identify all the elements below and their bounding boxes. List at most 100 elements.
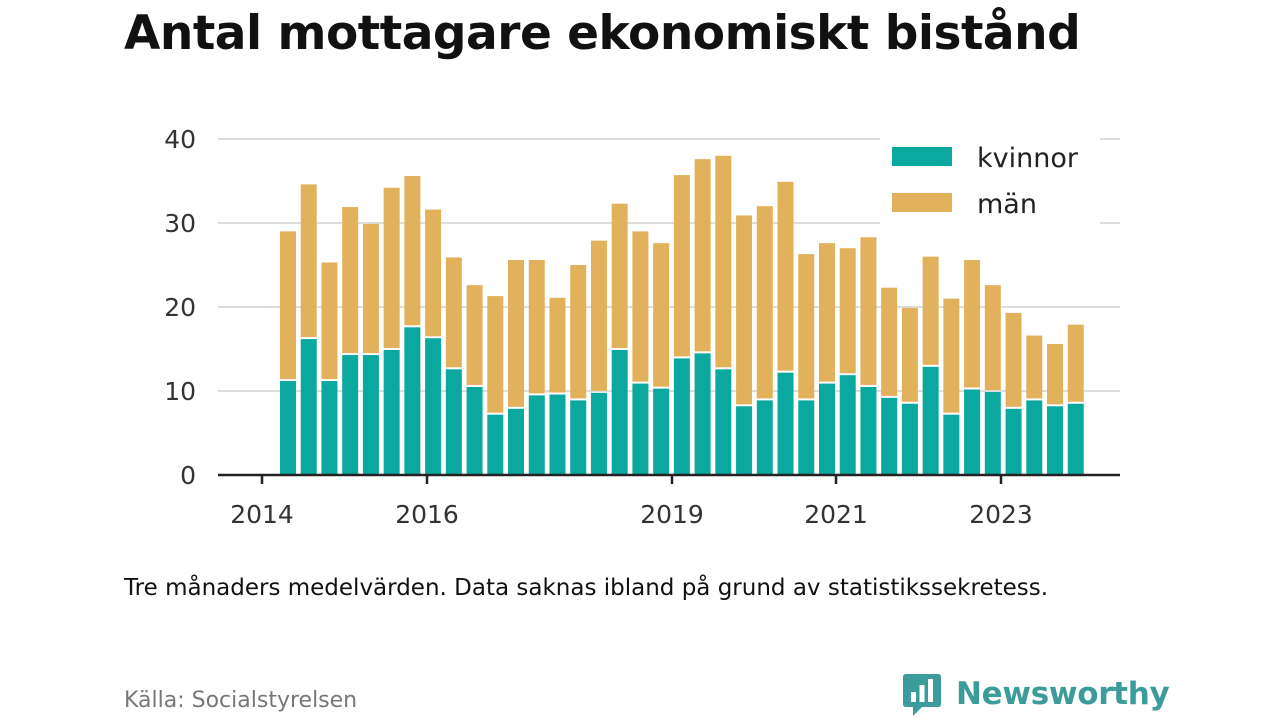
bar-man	[881, 287, 898, 396]
bar-kvinnor	[1005, 408, 1022, 475]
y-tick-label: 10	[164, 377, 196, 406]
bar-kvinnor	[756, 400, 773, 475]
bar-kvinnor	[1026, 400, 1043, 475]
bar-man	[1005, 312, 1022, 407]
bar-man	[818, 243, 835, 382]
bar-man	[300, 184, 317, 338]
bar-man	[321, 262, 338, 380]
bar-man	[798, 254, 815, 399]
bars	[280, 155, 1084, 475]
bar-man	[342, 207, 359, 354]
bar-kvinnor	[404, 327, 421, 475]
bar-kvinnor	[1067, 403, 1084, 475]
brand-name: Newsworthy	[956, 676, 1170, 712]
bar-kvinnor	[818, 383, 835, 475]
bar-kvinnor	[570, 400, 587, 475]
legend-label: män	[977, 189, 1037, 220]
axes: 0 10 20 30 40 2014 2016 2019 2021 2023	[164, 125, 1120, 529]
bar-man	[736, 215, 753, 405]
bar-kvinnor	[466, 386, 483, 475]
bar-man	[756, 206, 773, 399]
y-tick-label: 40	[164, 125, 196, 154]
bar-man	[1026, 335, 1043, 399]
bar-man	[590, 240, 607, 391]
bar-kvinnor	[943, 414, 960, 475]
bar-kvinnor	[839, 375, 856, 475]
bar-man	[508, 259, 525, 407]
bar-kvinnor	[881, 397, 898, 475]
stacked-bar-chart: 0 10 20 30 40 2014 2016 2019 2021 2023 kvinnor män	[164, 125, 1120, 529]
bar-man	[860, 237, 877, 385]
legend-swatch	[892, 193, 952, 212]
bar-kvinnor	[984, 392, 1001, 475]
chart-note: Tre månaders medelvärden. Data saknas ib…	[124, 575, 1049, 601]
bar-man	[445, 257, 462, 368]
bar-man	[777, 181, 794, 371]
bar-kvinnor	[445, 369, 462, 475]
y-tick-label: 30	[164, 209, 196, 238]
legend-label: kvinnor	[977, 143, 1079, 174]
x-tick-label: 2016	[395, 500, 459, 529]
bar-kvinnor	[300, 339, 317, 475]
bar-kvinnor	[487, 414, 504, 475]
y-tick-label: 20	[164, 293, 196, 322]
bar-kvinnor	[964, 389, 981, 475]
bar-man	[549, 297, 566, 393]
bar-kvinnor	[362, 355, 379, 475]
bar-kvinnor	[590, 392, 607, 475]
bar-man	[839, 248, 856, 374]
bar-man	[362, 223, 379, 354]
bar-man	[466, 285, 483, 385]
bar-kvinnor	[549, 394, 566, 475]
bar-kvinnor	[342, 355, 359, 475]
bar-man	[632, 231, 649, 382]
bar-kvinnor	[321, 381, 338, 475]
chat-bars-icon	[903, 674, 941, 716]
chart-title: Antal mottagare ekonomiskt bistånd	[124, 6, 1081, 61]
bar-man	[653, 243, 670, 387]
bar-man	[611, 203, 628, 348]
bar-man	[1047, 343, 1064, 405]
x-tick-label: 2014	[230, 500, 294, 529]
bar-man	[673, 175, 690, 357]
bar-man	[943, 298, 960, 413]
bar-kvinnor	[425, 338, 442, 475]
bar-kvinnor	[715, 369, 732, 475]
bar-man	[922, 256, 939, 365]
bar-kvinnor	[508, 408, 525, 475]
newsworthy-logo[interactable]: Newsworthy	[902, 670, 1170, 718]
bar-kvinnor	[383, 350, 400, 475]
bar-kvinnor	[653, 388, 670, 475]
bar-kvinnor	[1047, 406, 1064, 475]
bar-kvinnor	[922, 366, 939, 475]
bar-man	[964, 259, 981, 388]
x-tick-label: 2019	[640, 500, 704, 529]
source-text: Källa: Socialstyrelsen	[124, 688, 358, 713]
x-tick-label: 2021	[804, 500, 868, 529]
bar-man	[570, 265, 587, 399]
bar-man	[1067, 324, 1084, 402]
bar-man	[280, 231, 296, 380]
bar-man	[425, 209, 442, 337]
bar-kvinnor	[673, 358, 690, 475]
legend-swatch	[892, 147, 952, 166]
bar-man	[528, 259, 545, 394]
bar-kvinnor	[736, 406, 753, 475]
bar-man	[487, 296, 504, 413]
bar-kvinnor	[860, 386, 877, 475]
bar-man	[901, 307, 918, 402]
bar-kvinnor	[777, 372, 794, 475]
bar-kvinnor	[694, 353, 711, 475]
bar-kvinnor	[901, 403, 918, 475]
bar-kvinnor	[280, 381, 296, 475]
legend: kvinnor män	[880, 134, 1100, 226]
bar-man	[404, 175, 421, 326]
bar-man	[694, 159, 711, 352]
y-tick-label: 0	[180, 461, 196, 490]
x-tick-label: 2023	[969, 500, 1033, 529]
bar-man	[383, 187, 400, 348]
bar-man	[715, 155, 732, 368]
bar-kvinnor	[611, 350, 628, 475]
bar-man	[984, 285, 1001, 390]
bar-kvinnor	[528, 395, 545, 475]
